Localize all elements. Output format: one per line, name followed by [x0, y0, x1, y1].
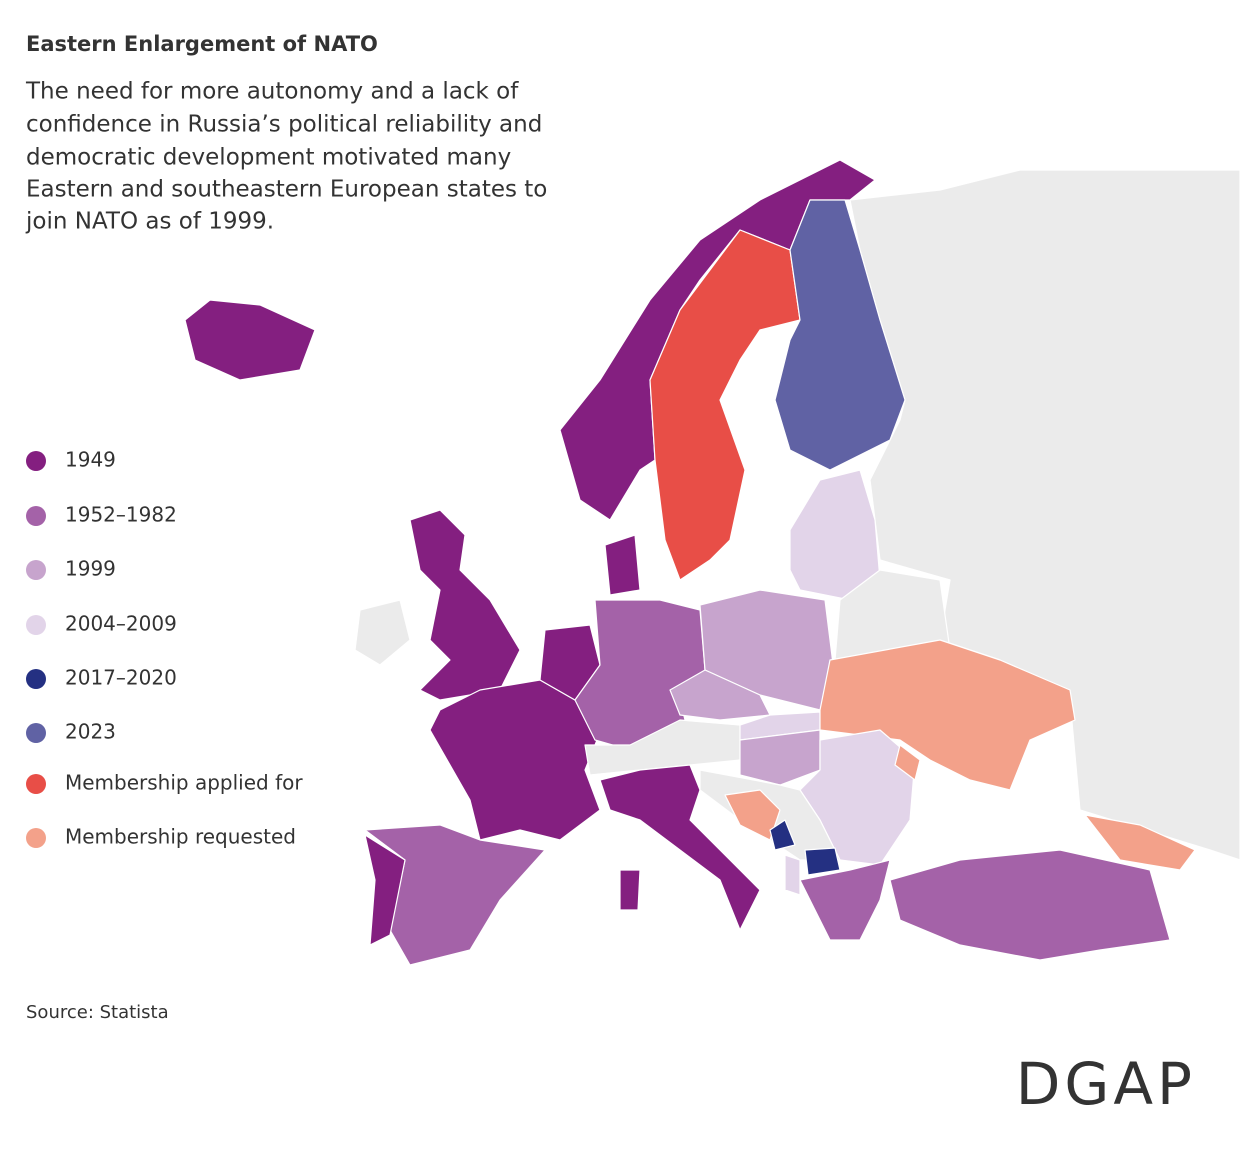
title: Eastern Enlargement of NATO	[26, 32, 378, 56]
legend-marker	[26, 669, 46, 689]
country	[784, 854, 801, 896]
country	[619, 869, 641, 911]
legend-label: Membership applied for	[65, 771, 303, 795]
legend-label: 2017–2020	[65, 666, 177, 690]
legend-marker	[26, 774, 46, 794]
legend-label: Membership requested	[65, 825, 296, 849]
country	[799, 729, 916, 866]
subtitle-line: join NATO as of 1999.	[25, 209, 274, 235]
subtitle-line: Eastern and southeastern European states…	[26, 177, 547, 203]
subtitle-line: democratic development motivated many	[26, 145, 511, 171]
subtitle-line: confidence in Russia’s political reliabi…	[26, 112, 542, 138]
legend-marker	[26, 828, 46, 848]
country	[724, 789, 781, 841]
legend-label: 2004–2009	[65, 612, 177, 636]
country	[604, 534, 641, 596]
country	[804, 847, 841, 876]
country	[799, 859, 891, 941]
country	[774, 199, 906, 471]
country	[769, 819, 796, 851]
country	[184, 299, 316, 381]
country	[889, 849, 1171, 961]
legend-marker	[26, 723, 46, 743]
logo: DGAP	[1016, 1050, 1196, 1118]
country	[409, 509, 521, 701]
country	[1084, 814, 1196, 871]
legend-marker	[26, 451, 46, 471]
legend-marker	[26, 615, 46, 635]
country	[599, 764, 761, 931]
legend-marker	[26, 506, 46, 526]
legend: 1949 1952–1982 1999 2004–2009 2017–2020 2023 M…	[26, 448, 303, 849]
legend-label: 1952–1982	[65, 503, 177, 527]
countries	[184, 159, 1241, 966]
subtitle: The need for more autonomy and a lack of…	[25, 79, 547, 235]
country	[354, 599, 411, 666]
subtitle-line: The need for more autonomy and a lack of	[25, 79, 519, 105]
country	[364, 834, 406, 946]
country	[894, 744, 921, 781]
legend-label: 1949	[65, 448, 116, 472]
legend-label: 2023	[65, 720, 116, 744]
country	[649, 229, 801, 581]
country	[819, 639, 1076, 791]
country	[739, 729, 821, 786]
source: Source: Statista	[26, 1002, 169, 1023]
legend-label: 1999	[65, 557, 116, 581]
legend-marker	[26, 560, 46, 580]
